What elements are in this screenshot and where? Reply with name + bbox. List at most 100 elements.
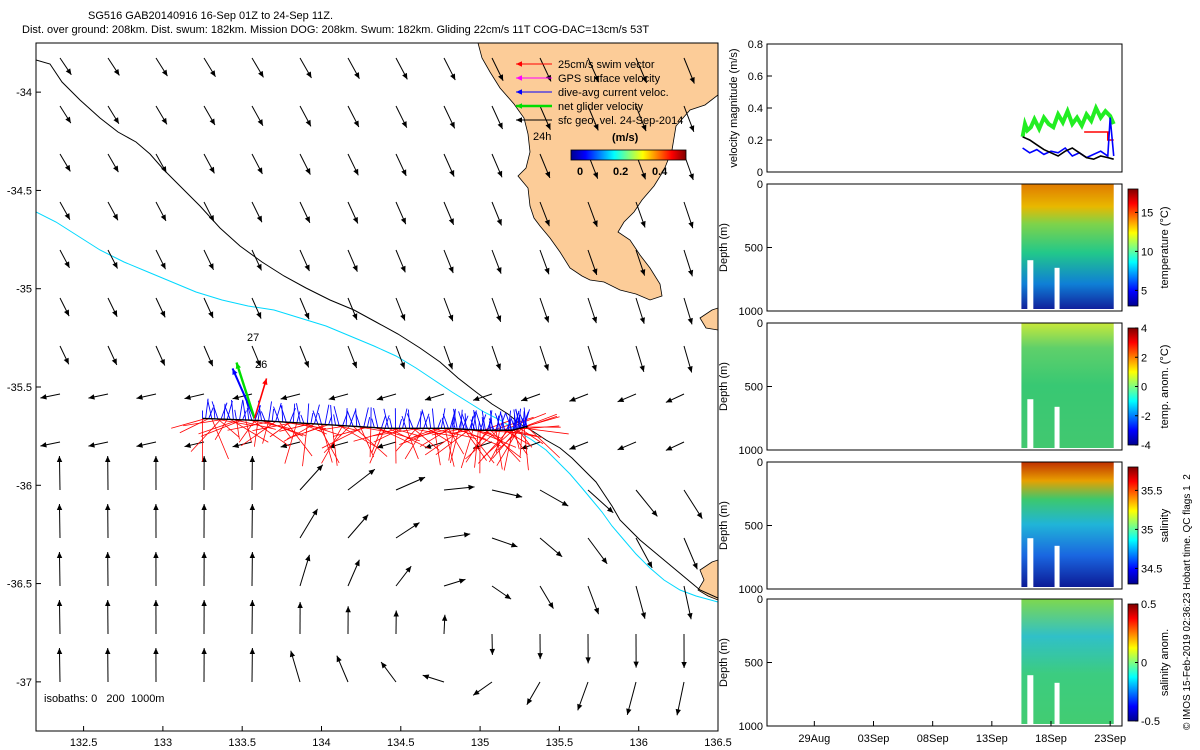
heatmap-gap	[1027, 260, 1034, 311]
geo-velocity-vector	[347, 57, 360, 79]
geo-velocity-vector	[347, 153, 359, 176]
depth-tick-label: 1000	[739, 721, 763, 733]
dac-vector	[383, 408, 389, 429]
map-y-tick-label: -36.5	[7, 579, 32, 591]
geo-velocity-vector	[155, 249, 166, 270]
geo-velocity-vector	[203, 249, 214, 271]
swim-vector	[240, 421, 276, 447]
dac-vector	[234, 409, 237, 420]
geo-velocity-vector	[56, 455, 63, 491]
geo-velocity-vector	[280, 393, 301, 401]
dac-vector	[223, 403, 226, 420]
velocity-frame	[766, 43, 1123, 173]
geo-velocity-vector	[203, 345, 214, 367]
annotation-26: 26	[255, 359, 267, 371]
geo-velocity-vector	[635, 537, 653, 569]
legend-arrow	[516, 75, 552, 81]
swim-vector	[519, 427, 523, 457]
geo-velocity-vector	[155, 297, 166, 318]
geo-velocity-vector	[681, 633, 687, 669]
swim-vector	[465, 429, 498, 460]
geo-velocity-vector	[443, 532, 471, 539]
geo-velocity-vector	[136, 441, 157, 448]
depth-tick-label: 500	[745, 382, 763, 394]
geo-velocity-vector	[635, 201, 646, 228]
dac-vector	[406, 413, 414, 429]
geo-velocity-vector	[539, 345, 549, 371]
swim-vector	[283, 423, 315, 442]
geo-velocity-vector	[635, 57, 648, 84]
geo-velocity-vector	[299, 153, 311, 175]
swim-vector	[323, 425, 350, 454]
depth-tick-label: 1000	[739, 445, 763, 457]
dac-vector	[470, 419, 476, 431]
swim-vector	[404, 428, 425, 460]
dac-vector	[513, 409, 517, 430]
velocity-y-tick-label: 0.4	[748, 103, 763, 115]
geo-velocity-vector	[347, 559, 360, 587]
geo-velocity-vector	[539, 585, 554, 609]
dac-vector	[451, 419, 456, 429]
dac-vector	[306, 403, 310, 424]
geo-velocity-vector	[347, 514, 369, 539]
geo-velocity-vector	[443, 201, 455, 226]
geo-velocity-vector	[155, 105, 168, 125]
dac-vector	[523, 409, 530, 428]
geo-velocity-vector	[395, 522, 420, 539]
colorbar-tick-label: -4	[1141, 440, 1151, 452]
swim-vector	[405, 428, 419, 460]
depth-ylabel: Depth (m)	[718, 501, 730, 550]
depth-tick-label: 0	[757, 318, 763, 330]
swim-vector	[262, 420, 270, 444]
geo-velocity-vector	[56, 551, 63, 587]
geo-velocity-vector	[665, 393, 685, 403]
geo-velocity-vector	[105, 551, 111, 587]
geo-velocity-vector	[203, 201, 215, 222]
heatmap-gap	[1054, 267, 1060, 311]
swim-vector	[245, 419, 252, 443]
velocity-series-line	[1084, 131, 1114, 141]
isobath-1000m	[36, 211, 718, 603]
geo-velocity-vector	[107, 249, 118, 269]
heatmap-gap	[1054, 682, 1060, 726]
colorbar-tick-0: 0	[577, 166, 583, 178]
geo-velocity-vector	[395, 249, 406, 273]
swim-vector	[519, 427, 544, 445]
map-x-tick-label: 135	[471, 737, 489, 749]
geo-velocity-vector	[107, 105, 120, 125]
swim-vector	[523, 427, 529, 471]
legend-label: GPS surface velocity	[558, 73, 661, 85]
geo-velocity-vector	[635, 105, 647, 132]
geo-velocity-vector	[539, 537, 563, 558]
geo-velocity-vector	[587, 345, 597, 372]
geo-velocity-vector	[297, 602, 303, 635]
geo-velocity-vector	[635, 249, 646, 276]
swim-vector	[214, 419, 228, 441]
geo-velocity-vector	[203, 57, 216, 77]
geo-velocity-vector	[251, 153, 263, 175]
velocity-y-tick-label: 0.6	[748, 71, 763, 83]
dac-vector	[300, 414, 305, 424]
geo-velocity-vector	[683, 345, 693, 373]
dac-vector	[346, 410, 354, 427]
colorbar-tick-label: -2	[1141, 411, 1151, 423]
velocity-series-line	[1022, 117, 1115, 159]
swim-vector	[496, 427, 524, 451]
geo-velocity-vector	[683, 201, 694, 229]
swim-vector	[395, 428, 417, 452]
dac-vector	[330, 405, 333, 426]
geo-velocity-vector	[587, 201, 598, 227]
swim-vector	[287, 424, 329, 439]
geo-velocity-vector	[249, 647, 256, 683]
geo-velocity-vector	[251, 249, 262, 271]
geo-velocity-vector	[489, 633, 496, 655]
geo-velocity-vector	[105, 599, 111, 635]
swim-vector	[238, 420, 256, 443]
dac-vector	[488, 421, 492, 431]
geo-velocity-vector	[107, 345, 118, 366]
map-y-tick-label: -34	[16, 87, 32, 99]
chart-title: SG516 GAB20140916 16-Sep 01Z to 24-Sep 1…	[88, 10, 334, 22]
dac-vector	[275, 402, 282, 422]
geo-velocity-vector	[491, 153, 503, 178]
